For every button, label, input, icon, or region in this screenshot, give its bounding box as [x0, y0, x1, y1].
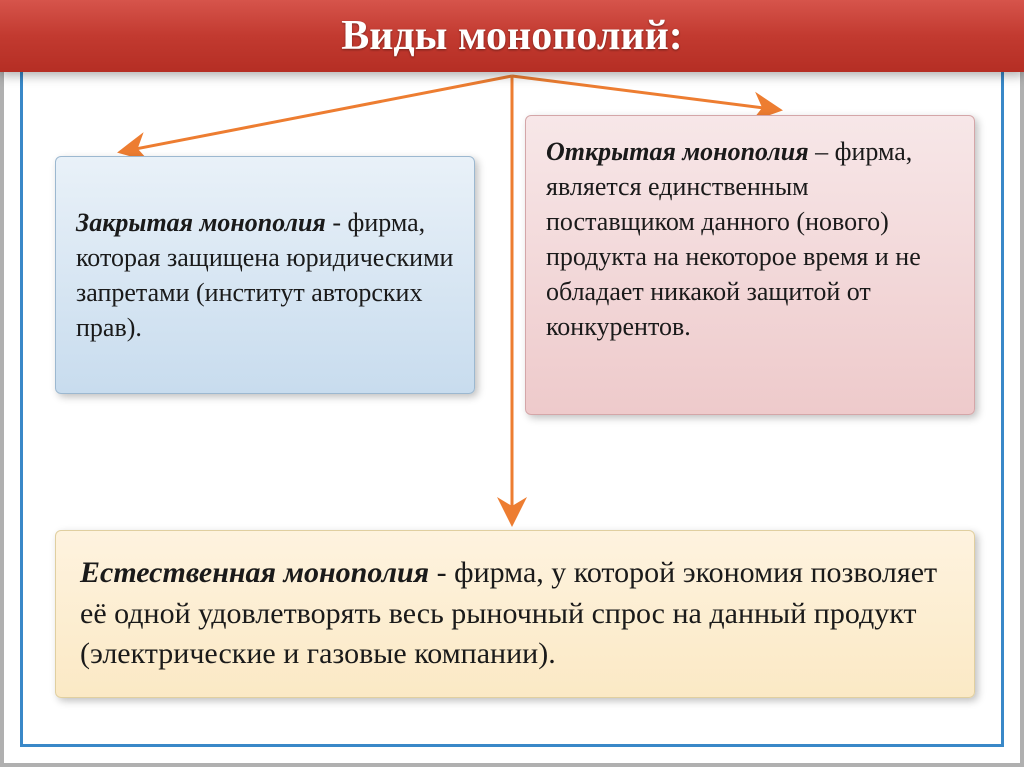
- sep-natural: -: [429, 556, 454, 589]
- sep-open: –: [809, 137, 835, 166]
- body-open: фирма, является единственным поставщиком…: [546, 137, 921, 341]
- term-natural: Естественная монополия: [80, 556, 429, 589]
- box-closed-monopoly: Закрытая монополия - фирма, которая защи…: [55, 156, 475, 394]
- box-natural-monopoly: Естественная монополия - фирма, у которо…: [55, 530, 975, 698]
- sep-closed: -: [326, 208, 348, 237]
- page-title: Виды монополий:: [341, 12, 683, 60]
- header-bar: Виды монополий:: [0, 0, 1024, 72]
- box-open-monopoly: Открытая монополия – фирма, является еди…: [525, 115, 975, 415]
- term-closed: Закрытая монополия: [76, 208, 326, 237]
- term-open: Открытая монополия: [546, 137, 809, 166]
